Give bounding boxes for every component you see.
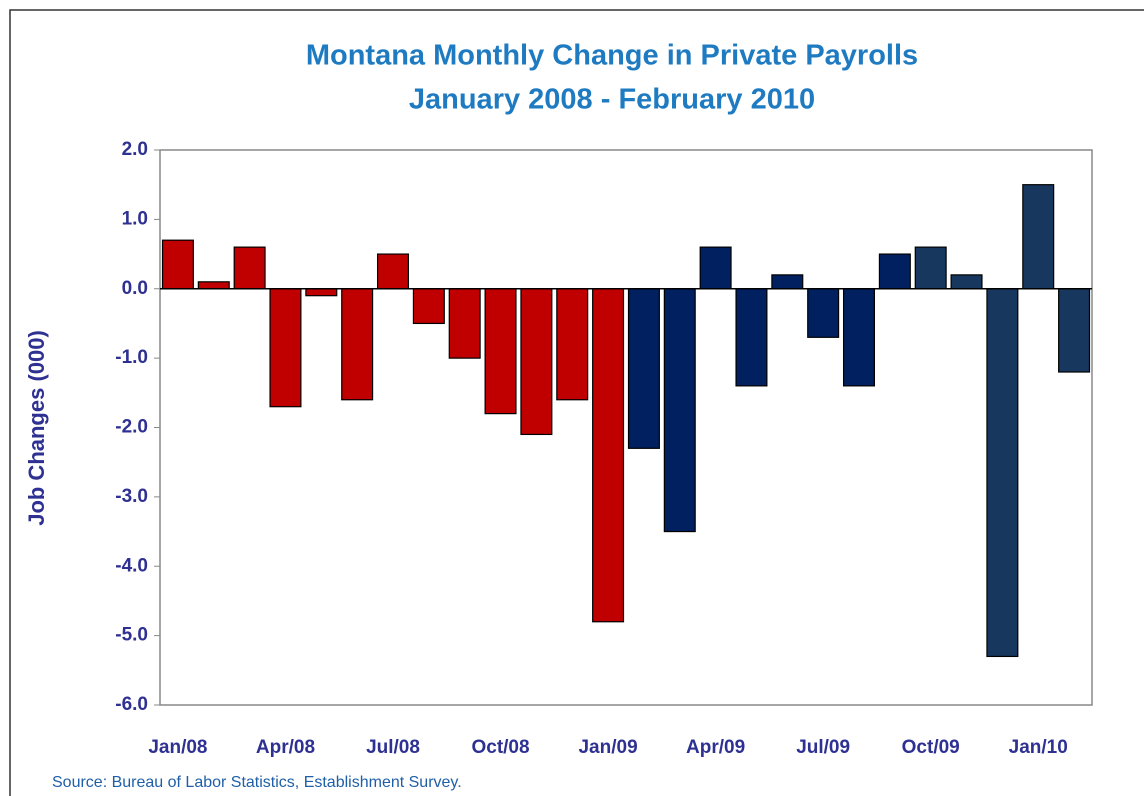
bar (341, 288, 374, 401)
source-note: Source: Bureau of Labor Statistics, Esta… (52, 774, 462, 791)
y-tick-label: -2.0 (115, 417, 148, 438)
bar (484, 288, 517, 415)
bar (699, 246, 732, 290)
bar (161, 239, 194, 290)
bar (878, 253, 911, 290)
bar (197, 281, 230, 290)
bar (269, 288, 302, 408)
y-axis-label: Job Changes (000) (24, 330, 49, 526)
y-tick-label: -3.0 (115, 486, 148, 507)
y-tick-label: -5.0 (115, 625, 148, 646)
y-tick-label: -1.0 (115, 347, 148, 368)
x-tick-label: Jan/08 (148, 737, 207, 758)
x-tick-label: Jan/10 (1009, 737, 1068, 758)
chart-title: Montana Monthly Change in Private Payrol… (306, 40, 918, 72)
bar (986, 288, 1019, 658)
y-tick-label: -4.0 (115, 555, 148, 576)
bar (520, 288, 553, 436)
bar (914, 246, 947, 290)
bar (735, 288, 768, 387)
x-tick-label: Jan/09 (578, 737, 637, 758)
plot-area (159, 149, 1093, 706)
x-tick-label: Apr/08 (256, 737, 315, 758)
bar (950, 274, 983, 290)
bar (771, 274, 804, 290)
bar (842, 288, 876, 387)
bar (233, 246, 266, 290)
bar (305, 288, 338, 297)
y-tick-label: 0.0 (122, 278, 148, 299)
chart-subtitle: January 2008 - February 2010 (409, 84, 815, 116)
bar (627, 288, 660, 449)
bar (448, 288, 481, 359)
x-tick-label: Apr/09 (686, 737, 745, 758)
bar (807, 288, 840, 338)
bar (412, 288, 445, 325)
bar (556, 288, 589, 401)
x-tick-label: Oct/09 (902, 737, 960, 758)
y-tick-label: 1.0 (122, 208, 148, 229)
bar (1022, 184, 1055, 290)
y-tick-label: 2.0 (122, 139, 148, 160)
y-tick-label: -6.0 (115, 694, 148, 715)
bar (592, 288, 625, 623)
x-tick-label: Jul/09 (796, 737, 850, 758)
bar (376, 253, 410, 290)
x-tick-label: Jul/08 (366, 737, 420, 758)
x-tick-label: Oct/08 (471, 737, 529, 758)
frame (9, 9, 1144, 796)
bar (1058, 288, 1091, 373)
bar (663, 288, 696, 533)
